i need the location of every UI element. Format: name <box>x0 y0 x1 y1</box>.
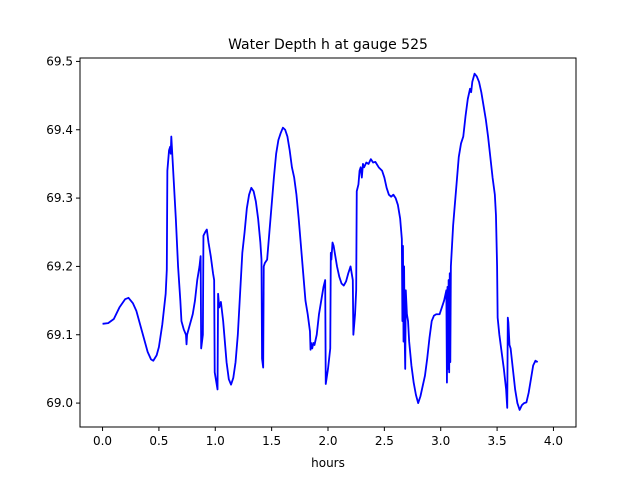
x-axis: 0.0 0.5 1.0 1.5 2.0 2.5 3.0 3.5 4.0 <box>93 427 563 448</box>
x-tick-label: 1.5 <box>262 434 281 448</box>
x-tick-label: 3.5 <box>488 434 507 448</box>
x-tick-label: 4.0 <box>544 434 563 448</box>
x-tick-label: 2.0 <box>318 434 337 448</box>
plot-area <box>102 72 539 411</box>
y-tick-label: 69.2 <box>46 259 73 273</box>
y-tick-label: 69.0 <box>46 396 73 410</box>
series-line-0 <box>102 72 539 411</box>
x-tick-label: 1.0 <box>206 434 225 448</box>
x-tick-label: 0.5 <box>149 434 168 448</box>
y-tick-label: 69.1 <box>46 328 73 342</box>
chart-title: Water Depth h at gauge 525 <box>228 37 428 53</box>
y-tick-label: 69.3 <box>46 191 73 205</box>
x-tick-label: 3.0 <box>431 434 450 448</box>
x-tick-label: 2.5 <box>375 434 394 448</box>
y-axis: 69.0 69.1 69.2 69.3 69.4 69.5 <box>46 54 80 410</box>
y-tick-label: 69.5 <box>46 54 73 68</box>
y-tick-label: 69.4 <box>46 123 73 137</box>
x-tick-label: 0.0 <box>93 434 112 448</box>
x-axis-label: hours <box>311 456 345 470</box>
plot-frame <box>79 57 577 428</box>
